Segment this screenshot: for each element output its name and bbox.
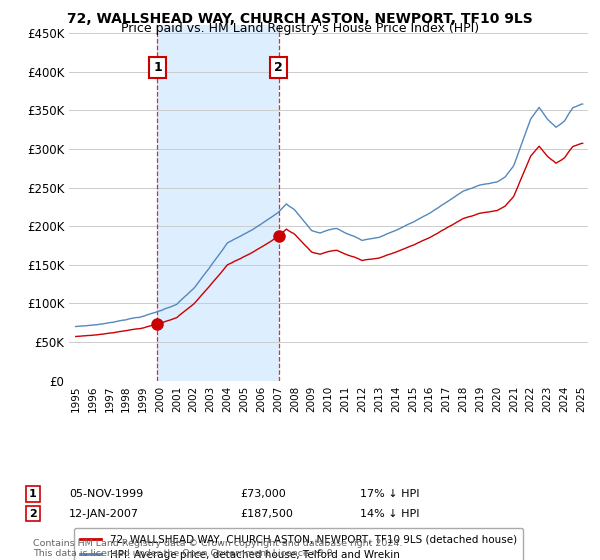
Bar: [157, 25, 278, 381]
Text: 17% ↓ HPI: 17% ↓ HPI: [360, 489, 419, 499]
Legend: 72, WALLSHEAD WAY, CHURCH ASTON, NEWPORT, TF10 9LS (detached house), HPI: Averag: 72, WALLSHEAD WAY, CHURCH ASTON, NEWPORT…: [74, 528, 523, 560]
Text: Price paid vs. HM Land Registry's House Price Index (HPI): Price paid vs. HM Land Registry's House …: [121, 22, 479, 35]
Text: 05-NOV-1999: 05-NOV-1999: [69, 489, 143, 499]
Text: £187,500: £187,500: [240, 508, 293, 519]
Text: 1: 1: [29, 489, 37, 499]
Text: Contains HM Land Registry data © Crown copyright and database right 2024.
This d: Contains HM Land Registry data © Crown c…: [33, 539, 403, 558]
Text: 12-JAN-2007: 12-JAN-2007: [69, 508, 139, 519]
Text: 2: 2: [274, 61, 283, 74]
Text: 72, WALLSHEAD WAY, CHURCH ASTON, NEWPORT, TF10 9LS: 72, WALLSHEAD WAY, CHURCH ASTON, NEWPORT…: [67, 12, 533, 26]
Text: 14% ↓ HPI: 14% ↓ HPI: [360, 508, 419, 519]
Text: 2: 2: [29, 508, 37, 519]
Text: £73,000: £73,000: [240, 489, 286, 499]
Text: 1: 1: [153, 61, 162, 74]
